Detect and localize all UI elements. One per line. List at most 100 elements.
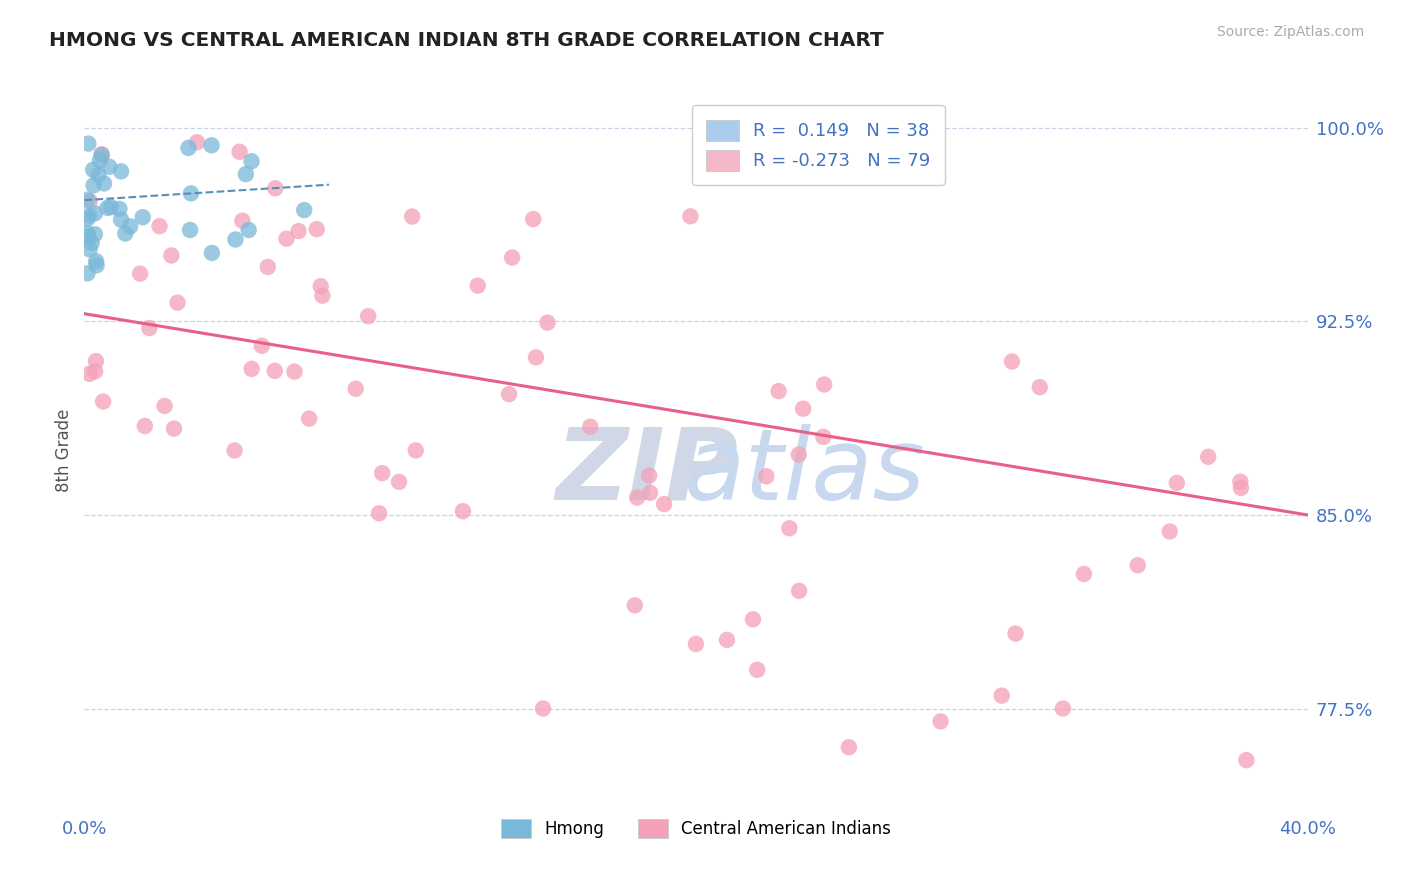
Point <box>96 201 118 215</box>
Point <box>82 162 104 177</box>
Point <box>679 209 702 223</box>
Point <box>110 164 132 178</box>
Point <box>298 411 321 425</box>
Point <box>1229 475 1251 489</box>
Point <box>201 246 224 260</box>
Point <box>86 258 108 272</box>
Point <box>579 419 602 434</box>
Point <box>129 267 152 281</box>
Point <box>305 222 328 236</box>
Point <box>467 278 489 293</box>
Point <box>166 295 188 310</box>
Point <box>148 219 170 234</box>
Point <box>160 248 183 262</box>
Point <box>77 209 100 223</box>
Point <box>76 266 98 280</box>
Point <box>240 362 263 376</box>
Point <box>76 226 98 240</box>
Point <box>76 193 98 207</box>
Point <box>250 339 273 353</box>
Point <box>638 468 661 483</box>
Point <box>344 382 367 396</box>
Point <box>256 260 278 274</box>
Point <box>1236 753 1258 767</box>
Point <box>79 194 101 209</box>
Point <box>200 138 222 153</box>
Point <box>98 160 121 174</box>
Point <box>371 466 394 480</box>
Point <box>638 485 661 500</box>
Point <box>357 310 380 324</box>
Point <box>1001 354 1024 368</box>
Point <box>224 443 246 458</box>
Point <box>100 200 122 214</box>
Point <box>451 504 474 518</box>
Point <box>235 167 257 181</box>
Point <box>1004 626 1026 640</box>
Point <box>792 401 814 416</box>
Point <box>311 288 333 302</box>
Point <box>929 714 952 729</box>
Point <box>89 153 111 168</box>
Point <box>132 210 155 224</box>
Point <box>287 224 309 238</box>
Point <box>787 448 810 462</box>
Point <box>84 354 107 368</box>
Point <box>80 235 103 250</box>
Point <box>134 419 156 434</box>
Point <box>1230 481 1253 495</box>
Point <box>79 243 101 257</box>
Point <box>153 399 176 413</box>
Point <box>186 135 208 149</box>
Point <box>90 148 112 162</box>
Point <box>742 612 765 626</box>
Point <box>1197 450 1219 464</box>
Point <box>685 637 707 651</box>
Point <box>77 229 100 244</box>
Point <box>524 351 547 365</box>
Point <box>179 223 201 237</box>
Y-axis label: 8th Grade: 8th Grade <box>55 409 73 492</box>
Point <box>93 177 115 191</box>
Point <box>768 384 790 399</box>
Point <box>1052 701 1074 715</box>
Point <box>238 223 260 237</box>
Point <box>276 232 298 246</box>
Point <box>531 701 554 715</box>
Point <box>401 210 423 224</box>
Point <box>405 443 427 458</box>
Point <box>1159 524 1181 539</box>
Point <box>522 212 544 227</box>
Point <box>813 377 835 392</box>
Point <box>755 469 778 483</box>
Point <box>177 141 200 155</box>
Point <box>84 227 107 242</box>
Point <box>138 321 160 335</box>
Point <box>813 430 835 444</box>
Point <box>716 632 738 647</box>
Point <box>624 599 647 613</box>
Point <box>838 740 860 755</box>
Point <box>991 689 1014 703</box>
Point <box>90 147 112 161</box>
Point <box>228 145 250 159</box>
Point <box>224 232 246 246</box>
Point <box>536 316 558 330</box>
Point <box>83 178 105 193</box>
Point <box>309 279 332 293</box>
Point <box>778 521 800 535</box>
Point <box>652 497 675 511</box>
Point <box>626 491 648 505</box>
Point <box>1166 475 1188 490</box>
Point <box>498 387 520 401</box>
Point <box>1029 380 1052 394</box>
Point <box>747 663 769 677</box>
Text: ZIP: ZIP <box>555 424 738 521</box>
Point <box>79 367 101 381</box>
Point <box>231 213 253 227</box>
Text: Source: ZipAtlas.com: Source: ZipAtlas.com <box>1216 25 1364 39</box>
Point <box>283 365 305 379</box>
Point <box>76 211 98 226</box>
Point <box>1126 558 1149 573</box>
Point <box>84 364 107 378</box>
